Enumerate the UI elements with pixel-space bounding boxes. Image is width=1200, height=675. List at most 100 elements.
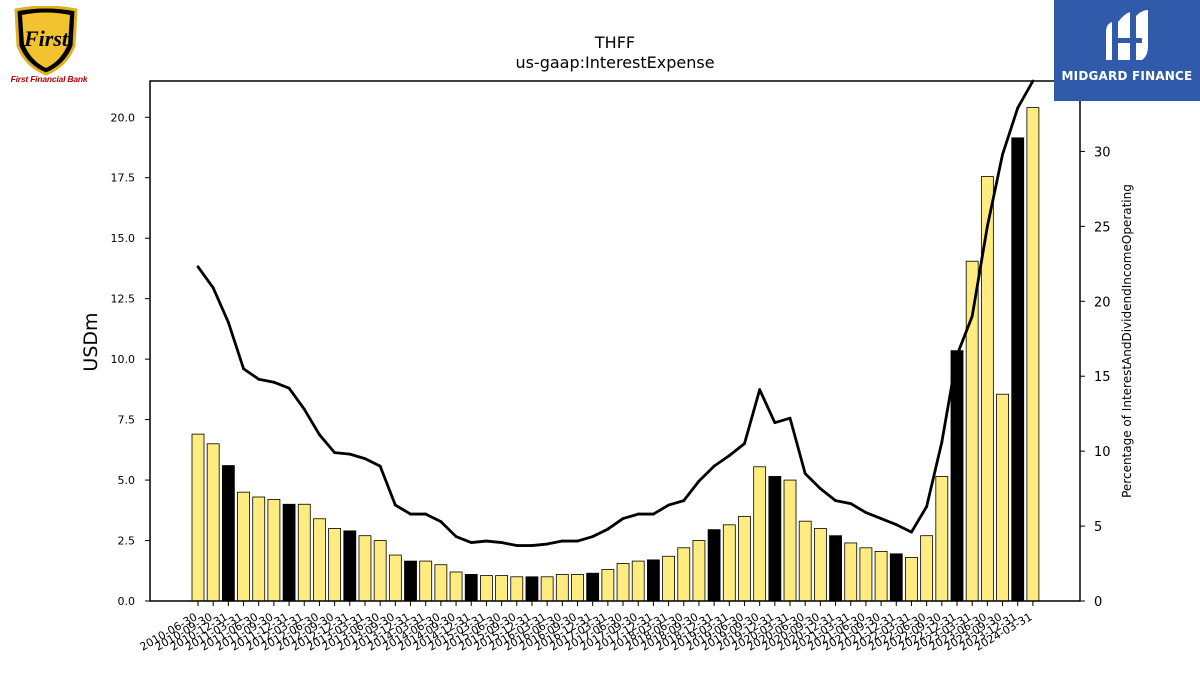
y-tick-label: 10.0: [111, 353, 136, 366]
bar-2014-09-30: [449, 571, 463, 602]
bar-2011-06-30: [252, 496, 266, 602]
bar-2015-06-30: [495, 575, 509, 602]
line-point-2016-03-31: [545, 542, 549, 546]
bar-2019-06-30: [738, 515, 751, 602]
bar-2012-09-30: [328, 528, 342, 602]
bar-2023-09-30: [996, 393, 1009, 602]
first-financial-name: First Financial Bank: [10, 74, 88, 84]
y-tick-label: 15.0: [111, 232, 136, 245]
y2-axis-ticks: 0 5 10 15 20 25 30: [1080, 145, 1111, 610]
line-point-2014-06-30: [439, 520, 443, 523]
bar-2011-03-31: [237, 491, 250, 602]
line-point-2014-12-31: [469, 541, 473, 544]
line-point-2014-03-31: [424, 512, 428, 516]
line-point-2019-06-30: [743, 442, 746, 446]
bar-2021-12-31: [889, 553, 903, 602]
y2-tick-label: 15: [1094, 370, 1111, 385]
bar-2015-03-31: [480, 575, 493, 602]
bar-2010-06-30: [191, 433, 205, 602]
line-point-2021-06-30: [864, 511, 868, 514]
bar-2011-09-30: [267, 499, 281, 602]
line-point-2013-09-30: [393, 503, 397, 507]
bar-2016-03-31: [540, 576, 554, 602]
line-point-2012-12-31: [348, 452, 352, 456]
line-point-2022-06-30: [925, 505, 929, 508]
line-point-2020-09-30: [818, 487, 822, 491]
bar-2017-12-31: [647, 559, 660, 602]
bar-2021-06-30: [859, 547, 873, 602]
bar-2024-03-31: [1026, 107, 1040, 602]
bar-2019-03-31: [722, 524, 736, 602]
line-point-2023-03-31: [970, 314, 974, 318]
line-point-2022-09-30: [940, 440, 944, 444]
line-point-2011-12-31: [287, 386, 291, 390]
y-tick-label: 17.5: [111, 172, 136, 185]
bar-2010-12-31: [221, 465, 235, 602]
line-point-2019-09-30: [758, 388, 762, 392]
midgard-logo: MIDGARD FINANCE: [1054, 0, 1200, 101]
y-tick-label: 7.5: [118, 414, 136, 427]
line-point-2023-06-30: [985, 224, 989, 228]
bar-2018-12-31: [707, 529, 721, 602]
bar-2014-06-30: [434, 564, 448, 602]
line-point-2016-12-31: [591, 535, 595, 538]
bar-2020-03-31: [783, 479, 797, 602]
y-axis-ticks: 0.0 2.5 5.0 7.5 10.0 12.5 15.0 17.5 20.0: [111, 111, 150, 608]
bar-2021-03-31: [844, 542, 858, 602]
bar-2015-09-30: [510, 576, 524, 602]
line-point-2020-12-31: [834, 499, 837, 502]
bar-2014-03-31: [419, 560, 433, 602]
bar-2022-03-31: [905, 557, 918, 602]
bar-2015-12-31: [525, 576, 539, 602]
bar-2013-06-30: [373, 540, 387, 602]
line-point-2020-03-31: [788, 416, 792, 420]
shield-icon: First: [14, 5, 78, 76]
y2-tick-label: 0: [1094, 595, 1102, 610]
line-point-2016-09-30: [576, 539, 579, 543]
midgard-mark-icon: [1106, 10, 1148, 60]
bar-2017-03-31: [601, 569, 615, 602]
bar-2016-12-31: [586, 572, 600, 602]
bar-2021-09-30: [874, 551, 888, 602]
line-group: [196, 79, 1035, 547]
bar-2023-06-30: [980, 176, 994, 602]
bar-2013-09-30: [388, 554, 402, 602]
plot-frame: [149, 80, 1081, 602]
y-tick-label: 5.0: [118, 474, 136, 487]
bar-2012-12-31: [343, 530, 357, 602]
y2-tick-label: 5: [1094, 520, 1102, 535]
y2-tick-label: 30: [1094, 145, 1111, 160]
line-point-2012-09-30: [333, 451, 337, 455]
line-point-2017-06-30: [621, 517, 625, 520]
line-point-2023-09-30: [1001, 153, 1004, 156]
line-point-2021-12-31: [894, 523, 898, 526]
line-point-2013-06-30: [378, 464, 382, 468]
bar-2020-09-30: [813, 528, 827, 602]
chart-title: THFF: [594, 33, 635, 52]
y-tick-label: 0.0: [118, 595, 136, 608]
line-point-2017-12-31: [652, 512, 655, 516]
line-point-2018-03-31: [667, 503, 670, 507]
line-point-2021-03-31: [849, 502, 853, 505]
line-point-2012-03-31: [302, 407, 306, 411]
y-axis-label: USDm: [80, 312, 102, 371]
bar-2018-09-30: [692, 540, 706, 602]
bar-2011-12-31: [282, 503, 296, 602]
line-point-2019-12-31: [773, 421, 777, 425]
bar-2020-06-30: [798, 520, 812, 602]
series-line: [196, 80, 1035, 547]
line-point-2012-06-30: [318, 433, 321, 437]
line-point-2014-09-30: [454, 535, 458, 538]
x-axis-ticks: 2010-06-302010-09-302010-12-312011-03-31…: [138, 601, 1034, 654]
bar-2022-12-31: [950, 350, 964, 602]
bar-2016-06-30: [555, 574, 569, 602]
bar-group: [191, 107, 1040, 602]
line-point-2019-03-31: [727, 454, 731, 458]
bar-2018-03-31: [662, 555, 675, 602]
bar-2014-12-31: [464, 574, 478, 602]
y-tick-label: 20.0: [111, 111, 136, 124]
line-point-2018-06-30: [682, 499, 686, 502]
line-point-2021-09-30: [879, 517, 883, 520]
line-point-2010-12-31: [226, 320, 230, 324]
